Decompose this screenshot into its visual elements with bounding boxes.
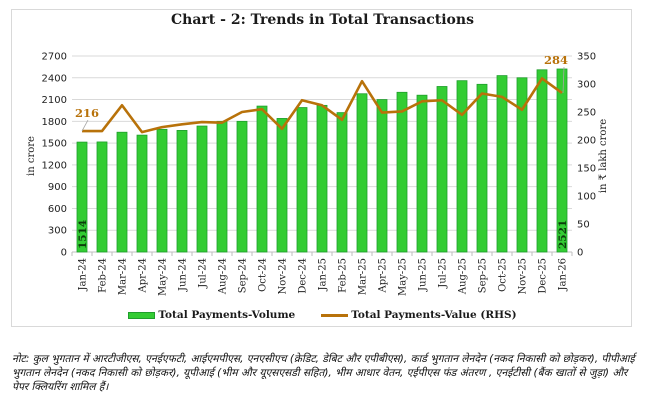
legend: Total Payments-Volume Total Payments-Val… (0, 309, 645, 321)
x-tick-label: Apr-24 (138, 258, 149, 294)
legend-swatch-volume (128, 311, 156, 319)
legend-swatch-value (321, 313, 349, 317)
left-tick-label: 2400 (42, 73, 67, 84)
left-tick-label: 900 (48, 182, 67, 193)
volume-bar (276, 118, 288, 253)
volume-bar (556, 68, 568, 253)
right-axis-title: in ₹ lakh crore (598, 119, 609, 193)
left-tick-label: 300 (48, 226, 67, 237)
legend-item-value: Total Payments-Value (RHS) (321, 309, 517, 321)
x-tick-label: Jan-26 (558, 258, 569, 292)
x-tick-label: Aug-25 (458, 258, 469, 295)
volume-bar (116, 131, 128, 253)
volume-bar (236, 120, 248, 253)
right-tick-label: 300 (577, 80, 596, 91)
bars (76, 68, 568, 253)
x-tick-label: Nov-25 (518, 258, 529, 295)
x-tick-label: Aug-24 (218, 258, 229, 295)
x-tick-label: Jan-25 (318, 258, 329, 292)
right-axis-ticks: 0 50 100 150 200 250 300 350 (577, 52, 596, 259)
x-tick-label: Mar-24 (118, 258, 129, 295)
left-tick-label: 2100 (42, 95, 67, 106)
right-tick-label: 200 (577, 136, 596, 147)
volume-bar (296, 107, 308, 253)
x-tick-label: Sep-24 (238, 258, 249, 293)
volume-bar (516, 77, 528, 253)
legend-label-value: Total Payments-Value (RHS) (351, 309, 517, 321)
left-tick-label: 2700 (42, 52, 67, 63)
x-tick-label: Jun-24 (178, 258, 189, 292)
x-tick-label: Jul-24 (198, 258, 209, 289)
x-tick-label: Jan-24 (78, 258, 89, 292)
volume-bar (316, 104, 328, 253)
x-tick-label: Jun-25 (418, 258, 429, 292)
volume-bar (436, 86, 448, 253)
x-tick-label: Oct-25 (498, 258, 509, 292)
volume-bar (216, 120, 228, 253)
volume-bar (536, 69, 548, 253)
volume-bar (376, 99, 388, 253)
x-tick-label: Nov-24 (278, 258, 289, 295)
label-leader-line (562, 66, 565, 93)
x-tick-label: May-25 (398, 258, 409, 296)
left-tick-label: 1800 (42, 117, 67, 128)
legend-item-volume: Total Payments-Volume (128, 309, 295, 321)
right-tick-label: 100 (577, 192, 596, 203)
volume-bar (196, 125, 208, 253)
volume-bar (156, 128, 168, 253)
volume-bar (76, 141, 88, 253)
value-line-path (82, 77, 563, 134)
volume-bar (396, 91, 408, 253)
right-tick-label: 350 (577, 52, 596, 63)
x-tick-label: Jul-25 (438, 258, 449, 289)
data-labels: 1514 2521 216 284 (75, 53, 569, 249)
volume-bar (496, 75, 508, 253)
volume-bar (96, 141, 108, 253)
left-tick-label: 600 (48, 204, 67, 215)
label-leader-line (81, 119, 89, 132)
x-axis-ticks: Jan-24 Feb-24 Mar-24 Apr-24 May-24 Jun-24 Jul-… (71, 252, 573, 296)
x-tick-label: Sep-25 (478, 258, 489, 293)
x-tick-label: Feb-25 (338, 258, 349, 293)
right-tick-label: 0 (577, 248, 583, 259)
right-tick-label: 250 (577, 108, 596, 119)
value-data-label: 284 (544, 53, 568, 67)
x-tick-label: Oct-24 (258, 258, 269, 292)
volume-data-label: 2521 (557, 220, 569, 249)
value-line (82, 77, 563, 134)
left-tick-label: 1500 (42, 139, 67, 150)
right-tick-label: 150 (577, 164, 596, 175)
left-axis-ticks: 0 300 600 900 1200 1500 1800 2100 2400 2700 (42, 52, 67, 259)
left-axis-title: in crore (26, 136, 37, 176)
volume-bar (356, 93, 368, 253)
x-tick-label: May-24 (158, 258, 169, 296)
left-tick-label: 1200 (42, 160, 67, 171)
right-tick-label: 50 (577, 220, 590, 231)
value-data-label: 216 (75, 106, 99, 120)
volume-bar (256, 105, 268, 253)
volume-bar (416, 94, 428, 253)
x-tick-label: Dec-25 (538, 258, 549, 294)
x-tick-label: Dec-24 (298, 258, 309, 294)
volume-bar (476, 83, 488, 253)
volume-bar (456, 80, 468, 253)
x-tick-label: Feb-24 (98, 258, 109, 293)
x-tick-label: Mar-25 (358, 258, 369, 295)
left-tick-label: 0 (61, 248, 67, 259)
volume-bar (336, 112, 348, 253)
volume-bar (136, 134, 148, 253)
volume-data-label: 1514 (77, 220, 89, 249)
legend-label-volume: Total Payments-Volume (158, 309, 296, 321)
volume-bar (176, 130, 188, 253)
x-tick-label: Apr-25 (378, 258, 389, 294)
footnote: नोट: कुल भुगतान में आरटीजीएस, एनईएफटी, आ… (12, 353, 635, 393)
chart-title: Chart - 2: Trends in Total Transactions (171, 12, 474, 28)
